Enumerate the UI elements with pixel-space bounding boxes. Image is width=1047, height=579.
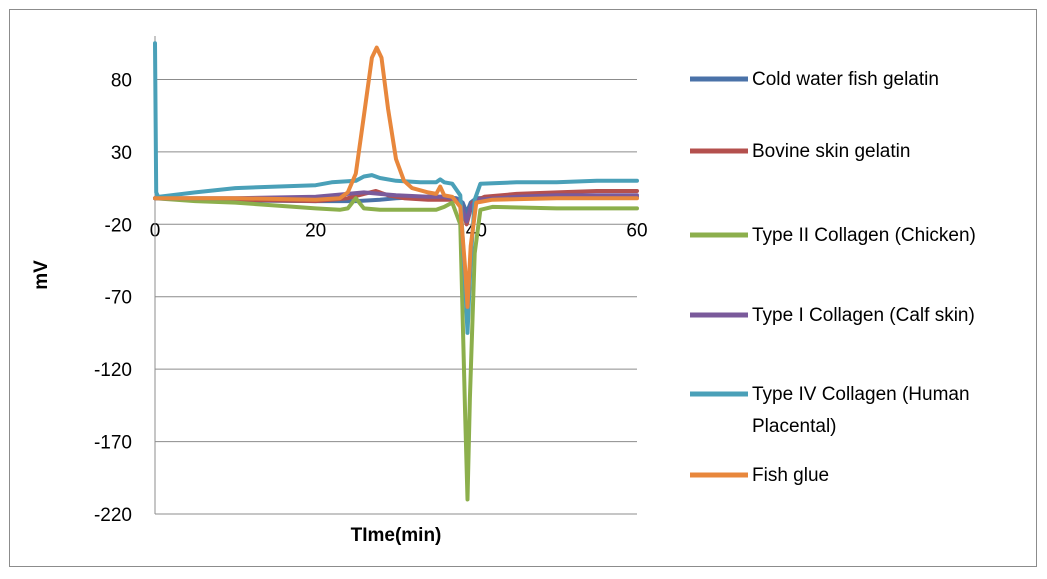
grid-lines bbox=[155, 78, 637, 515]
y-tick-label: -220 bbox=[94, 505, 132, 526]
series-line-4 bbox=[153, 41, 639, 335]
y-tick-label: -70 bbox=[105, 288, 132, 309]
legend-label: Type I Collagen (Calf skin) bbox=[752, 305, 975, 326]
y-axis-title: mV bbox=[31, 260, 52, 290]
legend-label: Bovine skin gelatin bbox=[752, 141, 910, 162]
x-axis-title: TIme(min) bbox=[351, 525, 442, 546]
series-line-5 bbox=[153, 45, 639, 309]
legend: Cold water fish gelatin Bovine skin gelat… bbox=[690, 69, 976, 486]
y-tick-label: -120 bbox=[94, 360, 132, 381]
chart-frame bbox=[9, 9, 1037, 567]
legend-label: Type IV Collagen (Human Placental) bbox=[752, 384, 970, 437]
x-tick-label: 60 bbox=[626, 220, 647, 241]
legend-label: Type II Collagen (Chicken) bbox=[752, 225, 976, 246]
y-tick-label: -170 bbox=[94, 433, 132, 454]
y-tick-label: -20 bbox=[105, 215, 132, 236]
legend-label: Cold water fish gelatin bbox=[752, 69, 939, 90]
legend-label: Fish glue bbox=[752, 465, 829, 486]
y-tick-labels: 80 30 -20 -70 -120 -170 -220 bbox=[94, 70, 132, 526]
series-lines bbox=[153, 41, 639, 502]
x-tick-label: 20 bbox=[305, 220, 326, 241]
y-tick-label: 30 bbox=[111, 143, 132, 164]
series-line-2 bbox=[153, 196, 639, 502]
x-tick-labels: 0 20 40 60 bbox=[150, 220, 648, 241]
y-tick-label: 80 bbox=[111, 70, 132, 91]
